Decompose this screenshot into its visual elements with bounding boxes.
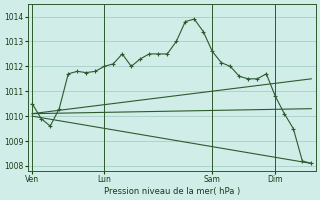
X-axis label: Pression niveau de la mer( hPa ): Pression niveau de la mer( hPa ) xyxy=(104,187,240,196)
